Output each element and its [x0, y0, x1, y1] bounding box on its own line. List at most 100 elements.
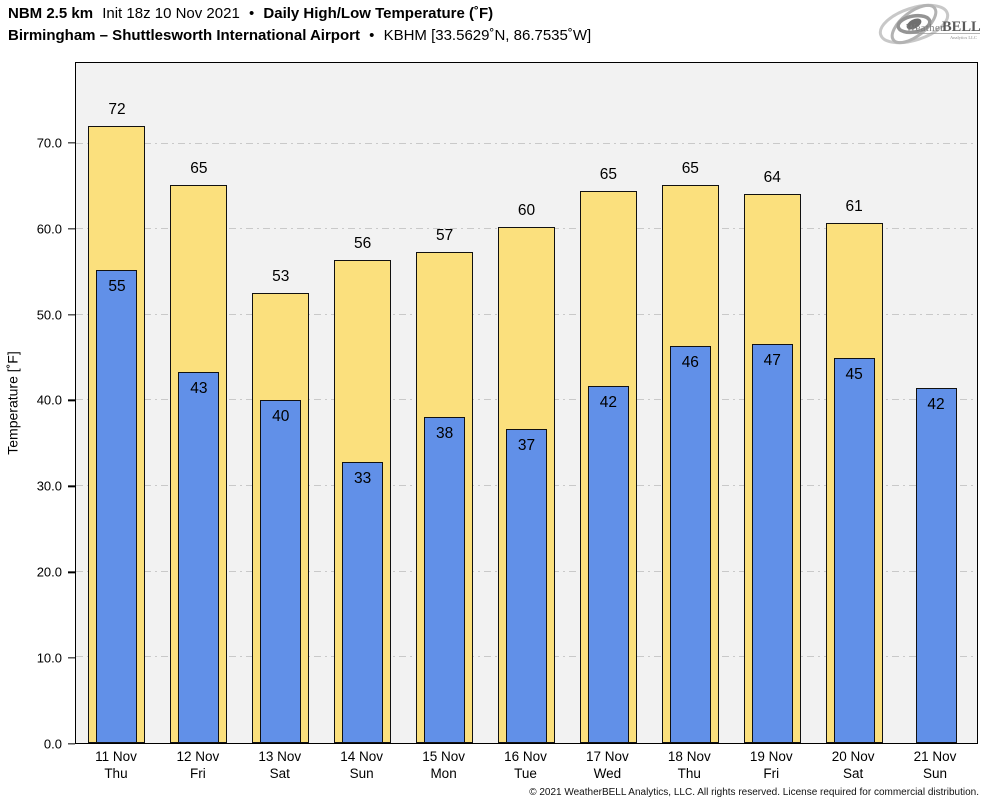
logo-text-bell: BELL: [942, 19, 981, 35]
x-tick-label: 15 Nov Mon: [422, 748, 465, 782]
y-tick-mark: [68, 142, 75, 144]
high-value-label: 65: [599, 165, 618, 183]
x-tick-label: 12 Nov Fri: [176, 748, 219, 782]
x-tick-date: 21 Nov: [913, 749, 957, 764]
title-line-1: NBM 2.5 km Init 18z 10 Nov 2021 • Daily …: [8, 3, 596, 25]
y-tick-mark: [68, 485, 75, 487]
hurricane-swirl-icon: Weather BELL Analytics LLC: [878, 3, 981, 45]
low-bar: [915, 388, 957, 743]
low-value-label: 33: [354, 470, 372, 488]
x-tick-day: Fri: [189, 766, 206, 781]
x-tick-label: 16 Nov Tue: [504, 748, 547, 782]
logo-text-weather: Weather: [906, 23, 944, 34]
low-value-label: 38: [435, 424, 454, 442]
x-tick-day: Sat: [842, 766, 864, 781]
y-tick-mark: [68, 227, 75, 230]
y-tick-label: 30.0: [36, 478, 62, 494]
x-tick-day: Mon: [430, 766, 457, 781]
plot-area: 72 55 65 43 53 40 56 33 57 38 60 37 65 42 65 46 64 47 61 45…: [75, 62, 978, 744]
high-value-label: 60: [517, 202, 536, 220]
low-value-label: 55: [108, 278, 126, 296]
y-tick-mark: [68, 743, 75, 745]
x-tick-label: 19 Nov Fri: [750, 748, 793, 782]
logo-subtext: Analytics LLC: [950, 35, 977, 40]
low-bar: [833, 358, 875, 743]
high-value-label: 53: [272, 267, 290, 285]
copyright-notice: © 2021 WeatherBELL Analytics, LLC. All r…: [529, 787, 979, 798]
x-tick-date: 16 Nov: [504, 749, 547, 764]
gridline: [76, 142, 977, 144]
low-bar: [260, 399, 302, 743]
x-tick-date: 11 Nov: [95, 749, 137, 764]
x-tick-date: 18 Nov: [667, 749, 711, 764]
low-value-label: 37: [517, 436, 536, 454]
x-tick-label: 11 Nov Thu: [95, 748, 137, 782]
y-axis: 0.0 10.0 20.0 30.0 40.0 50.0 60.0 70.0: [0, 62, 75, 752]
low-value-label: 45: [845, 366, 863, 384]
y-tick-label: 10.0: [36, 650, 62, 666]
low-value-label: 42: [927, 396, 945, 414]
y-tick-label: 60.0: [36, 221, 62, 237]
low-bar: [424, 416, 466, 743]
y-tick-label: 0.0: [43, 736, 62, 752]
y-tick-mark: [68, 399, 75, 402]
x-tick-day: Sat: [269, 766, 290, 781]
y-tick-label: 70.0: [36, 135, 62, 151]
product-title: Daily High/Low Temperature (˚F): [263, 5, 494, 22]
low-bar: [587, 385, 629, 743]
x-tick-day: Sun: [349, 766, 374, 781]
x-tick-date: 15 Nov: [422, 749, 465, 764]
x-tick-label: 13 Nov Sat: [258, 748, 301, 782]
x-tick-day: Sun: [923, 766, 948, 781]
high-value-label: 64: [763, 169, 781, 187]
low-bar: [669, 346, 711, 743]
y-tick-label: 20.0: [36, 564, 62, 580]
low-value-label: 42: [599, 393, 618, 411]
separator-bullet: •: [369, 27, 375, 44]
location-title: Birmingham – Shuttlesworth International…: [8, 27, 360, 44]
x-tick-day: Fri: [763, 766, 780, 781]
low-bar: [96, 270, 138, 743]
init-time: Init 18z 10 Nov 2021: [102, 5, 240, 22]
low-value-label: 40: [272, 407, 290, 425]
x-tick-date: 20 Nov: [831, 749, 875, 764]
y-tick-mark: [68, 657, 75, 659]
x-axis: 11 Nov Thu 12 Nov Fri 13 Nov Sat 14 Nov Sun 15 N…: [75, 748, 978, 790]
x-tick-day: Thu: [104, 766, 128, 781]
x-tick-label: 14 Nov Sun: [340, 748, 383, 782]
x-tick-date: 19 Nov: [749, 749, 793, 764]
high-value-label: 56: [354, 234, 372, 252]
low-bar: [342, 462, 384, 743]
x-tick-date: 13 Nov: [258, 749, 302, 764]
title-line-2: Birmingham – Shuttlesworth International…: [8, 25, 596, 47]
y-tick-mark: [68, 313, 75, 316]
y-tick-mark: [68, 571, 75, 573]
y-tick-label: 40.0: [36, 392, 62, 408]
high-value-label: 72: [108, 100, 126, 118]
high-value-label: 65: [681, 159, 699, 177]
low-value-label: 47: [763, 351, 781, 369]
x-tick-label: 18 Nov Thu: [668, 748, 711, 782]
high-value-label: 65: [190, 159, 208, 177]
x-tick-label: 21 Nov Sun: [914, 748, 957, 782]
high-value-label: 57: [435, 227, 454, 245]
x-tick-label: 20 Nov Sat: [832, 748, 875, 782]
x-tick-day: Thu: [677, 766, 701, 781]
chart-header: NBM 2.5 km Init 18z 10 Nov 2021 • Daily …: [8, 3, 596, 47]
x-tick-label: 17 Nov Wed: [586, 748, 629, 782]
low-value-label: 46: [681, 354, 699, 372]
x-tick-date: 17 Nov: [586, 749, 629, 764]
separator-bullet: •: [248, 5, 255, 22]
x-tick-day: Wed: [593, 766, 622, 781]
low-bar: [506, 428, 547, 743]
x-tick-date: 14 Nov: [340, 749, 384, 764]
high-value-label: 61: [845, 198, 863, 216]
low-bar: [178, 372, 220, 743]
low-bar: [751, 343, 793, 743]
y-tick-label: 50.0: [36, 307, 62, 323]
model-name: NBM 2.5 km: [8, 5, 94, 22]
weatherbell-logo: Weather BELL Analytics LLC: [876, 2, 982, 48]
station-coordinates: KBHM [33.5629˚N, 86.7535˚W]: [383, 27, 592, 44]
low-value-label: 43: [190, 380, 208, 398]
